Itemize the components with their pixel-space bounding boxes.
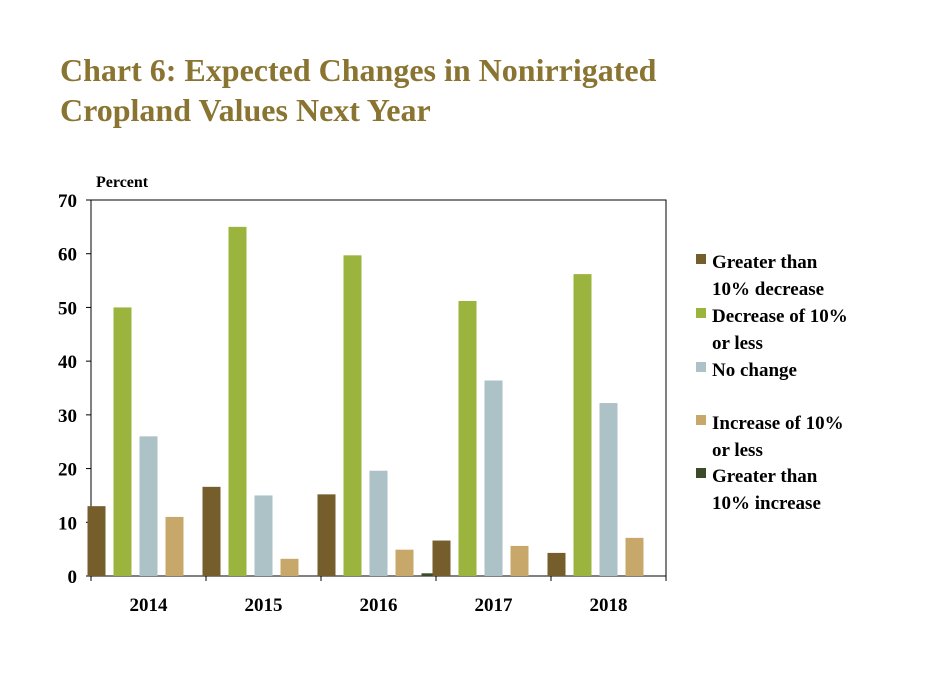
bar bbox=[432, 540, 451, 576]
y-tick-label: 40 bbox=[58, 352, 77, 373]
x-category-label: 2018 bbox=[590, 595, 628, 616]
chart-title-line-2: Cropland Values Next Year bbox=[60, 92, 431, 128]
legend-entry: Greater than 10% increase bbox=[712, 466, 821, 514]
x-category-label: 2015 bbox=[245, 595, 283, 616]
legend-entry: No change bbox=[712, 360, 797, 381]
y-tick-label: 50 bbox=[58, 298, 77, 319]
bar bbox=[484, 380, 503, 576]
chart-title-line-1: Chart 6: Expected Changes in Nonirrigate… bbox=[60, 52, 657, 88]
bar bbox=[458, 300, 477, 576]
bar bbox=[599, 403, 618, 576]
y-tick-label: 10 bbox=[58, 513, 77, 534]
y-axis-label: Percent bbox=[96, 174, 149, 191]
legend-entry: Greater than 10% decrease bbox=[712, 252, 824, 300]
y-tick-label: 70 bbox=[58, 191, 77, 212]
bar bbox=[139, 436, 158, 576]
legend-swatch bbox=[696, 254, 706, 264]
bar bbox=[113, 307, 132, 576]
bar bbox=[369, 470, 388, 576]
legend-swatch bbox=[696, 308, 706, 318]
x-category-label: 2014 bbox=[130, 595, 169, 616]
bar bbox=[573, 274, 592, 576]
legend-swatch bbox=[696, 468, 706, 478]
bar bbox=[343, 255, 362, 576]
chart-title: Chart 6: Expected Changes in Nonirrigate… bbox=[60, 50, 880, 130]
legend-swatch bbox=[696, 362, 706, 372]
bar bbox=[421, 573, 440, 576]
bar bbox=[280, 558, 299, 576]
y-tick-label: 30 bbox=[58, 406, 77, 427]
bar bbox=[87, 506, 106, 576]
legend-entry: Increase of 10% or less bbox=[712, 413, 844, 461]
bar bbox=[625, 537, 644, 576]
bar bbox=[202, 486, 221, 576]
legend-swatch bbox=[696, 415, 706, 425]
x-category-label: 2017 bbox=[475, 595, 514, 616]
bar bbox=[547, 552, 566, 576]
legend-entry: Decrease of 10% or less bbox=[712, 306, 848, 354]
y-tick-label: 60 bbox=[58, 245, 77, 266]
y-tick-label: 0 bbox=[68, 567, 78, 588]
y-tick-label: 20 bbox=[58, 460, 77, 481]
x-category-label: 2016 bbox=[360, 595, 398, 616]
bar bbox=[165, 516, 184, 576]
bar bbox=[395, 549, 414, 576]
bar bbox=[510, 545, 529, 576]
bar bbox=[254, 495, 273, 576]
bar bbox=[317, 494, 336, 576]
bar bbox=[228, 226, 247, 576]
